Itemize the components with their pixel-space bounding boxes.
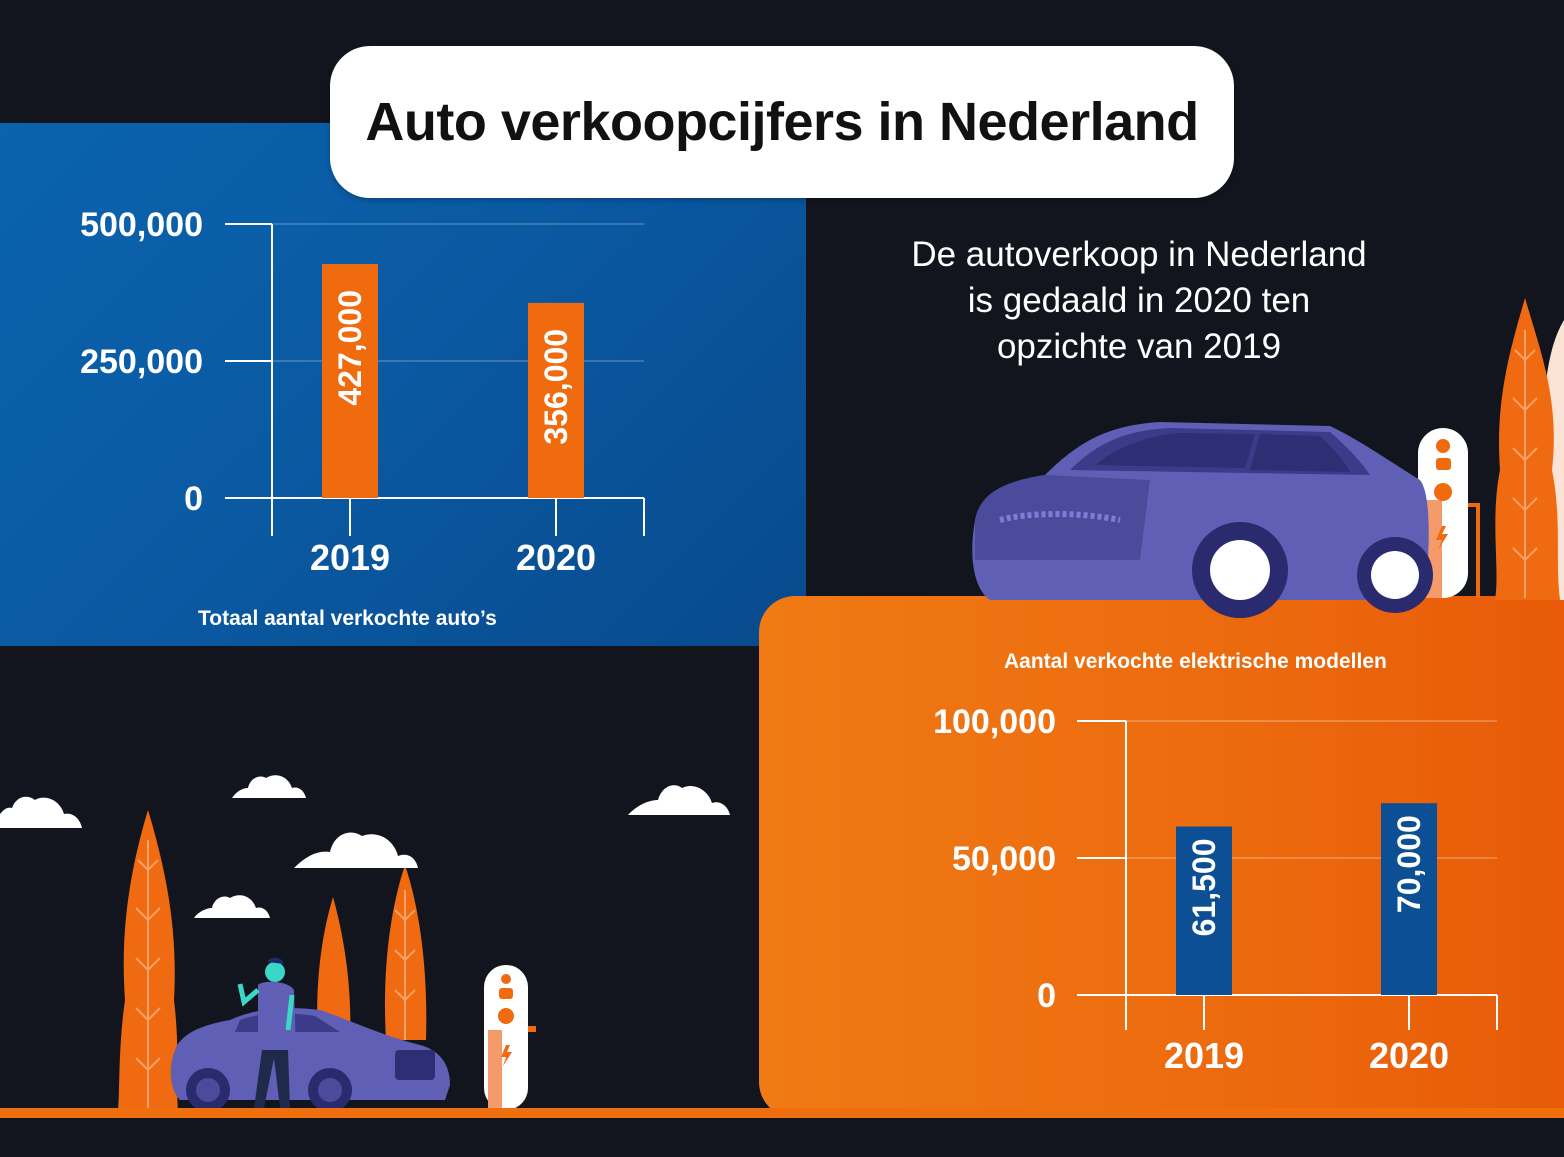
summary-line: De autoverkoop in Nederland bbox=[911, 235, 1367, 274]
total-sales-chart: 0 250,000 500,000 2019 427,000 2020 356,000 bbox=[80, 206, 645, 578]
bottom-strip bbox=[0, 1118, 1564, 1157]
ground-strip bbox=[0, 1108, 1564, 1118]
total-sales-caption: Totaal aantal verkochte auto’s bbox=[198, 607, 497, 630]
total-sales-panel bbox=[0, 123, 806, 646]
y-tick-label: 500,000 bbox=[80, 206, 203, 244]
data-label: 70,000 bbox=[1391, 815, 1427, 913]
bar bbox=[1176, 826, 1232, 995]
bar bbox=[528, 302, 584, 498]
bar bbox=[322, 264, 378, 498]
x-tick-label: 2020 bbox=[516, 537, 596, 578]
y-tick-label: 0 bbox=[1037, 977, 1056, 1015]
title-card: Auto verkoopcijfers in Nederland bbox=[330, 46, 1234, 198]
x-tick-label: 2019 bbox=[310, 537, 390, 578]
data-label: 356,000 bbox=[538, 329, 574, 445]
x-tick-label: 2019 bbox=[1164, 1035, 1244, 1076]
page-title: Auto verkoopcijfers in Nederland bbox=[365, 92, 1199, 152]
y-tick-label: 250,000 bbox=[80, 343, 203, 381]
summary-text: De autoverkoop in Nederland is gedaald i… bbox=[880, 232, 1398, 370]
bar bbox=[1381, 803, 1437, 995]
y-tick-label: 50,000 bbox=[952, 840, 1056, 878]
summary-line: opzichte van 2019 bbox=[996, 327, 1282, 366]
electric-sales-chart: 0 50,000 100,000 2019 61,500 2020 70,000 bbox=[933, 703, 1498, 1076]
x-tick-label: 2020 bbox=[1369, 1035, 1449, 1076]
data-label: 427,000 bbox=[332, 290, 368, 406]
summary-line: is gedaald in 2020 ten bbox=[967, 281, 1311, 320]
data-label: 61,500 bbox=[1186, 838, 1222, 936]
y-tick-label: 0 bbox=[184, 480, 203, 518]
electric-sales-caption: Aantal verkochte elektrische modellen bbox=[1004, 650, 1387, 673]
y-tick-label: 100,000 bbox=[933, 703, 1056, 741]
